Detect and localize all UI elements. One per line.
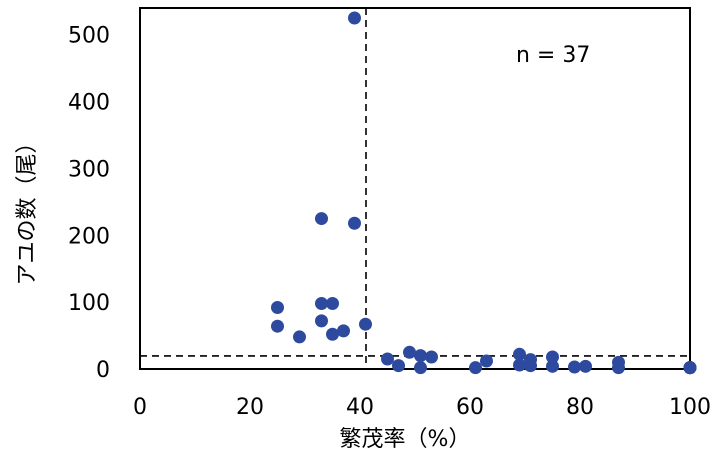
x-axis-ticks: 0 20 40 60 80 100 xyxy=(133,395,711,420)
x-tick-label-60: 60 xyxy=(456,395,484,420)
data-point-21 xyxy=(513,347,526,361)
x-tick-label-20: 20 xyxy=(236,395,264,420)
data-point-10 xyxy=(337,324,350,338)
data-point-13 xyxy=(403,345,416,359)
data-point-8 xyxy=(315,314,328,328)
y-axis-title: アユの数（尾） xyxy=(15,131,40,285)
y-tick-label-500: 500 xyxy=(68,24,110,49)
data-point-14 xyxy=(414,349,427,363)
data-point-28 xyxy=(579,359,592,373)
data-point-27 xyxy=(568,360,581,374)
y-tick-label-400: 400 xyxy=(68,91,110,116)
data-point-4 xyxy=(271,300,284,314)
data-point-1 xyxy=(348,11,361,25)
x-tick-label-40: 40 xyxy=(346,395,374,420)
data-point-7 xyxy=(271,319,284,333)
data-point-30 xyxy=(612,361,625,375)
data-point-16 xyxy=(381,352,394,366)
y-tick-label-100: 100 xyxy=(68,291,110,316)
y-tick-label-300: 300 xyxy=(68,157,110,182)
y-tick-label-0: 0 xyxy=(96,358,110,383)
x-tick-label-80: 80 xyxy=(566,395,594,420)
data-point-26 xyxy=(546,359,559,373)
reference-lines xyxy=(140,8,690,369)
data-point-37 xyxy=(683,361,697,375)
plot-area xyxy=(139,7,691,370)
data-point-9 xyxy=(359,317,372,331)
data-point-6 xyxy=(326,296,339,310)
y-tick-label-200: 200 xyxy=(68,224,110,249)
data-points xyxy=(271,11,697,375)
data-point-18 xyxy=(414,361,427,375)
x-axis-title: 繁茂率（%） xyxy=(340,427,471,452)
x-tick-label-100: 100 xyxy=(669,395,711,420)
data-point-17 xyxy=(392,359,405,373)
data-point-3 xyxy=(348,216,361,230)
plot-frame xyxy=(139,7,691,370)
y-axis-ticks: 0 100 200 300 400 500 xyxy=(68,24,110,383)
data-point-24 xyxy=(524,359,537,373)
data-point-5 xyxy=(315,296,328,310)
data-point-20 xyxy=(480,354,493,368)
data-point-19 xyxy=(469,361,482,375)
data-point-25 xyxy=(546,350,559,364)
sample-size-annotation: n = 37 xyxy=(516,43,590,68)
data-point-12 xyxy=(293,330,306,344)
data-point-23 xyxy=(513,358,526,372)
data-point-15 xyxy=(425,350,438,364)
x-tick-label-0: 0 xyxy=(133,395,147,420)
data-point-11 xyxy=(326,327,339,341)
data-point-2 xyxy=(315,212,328,226)
